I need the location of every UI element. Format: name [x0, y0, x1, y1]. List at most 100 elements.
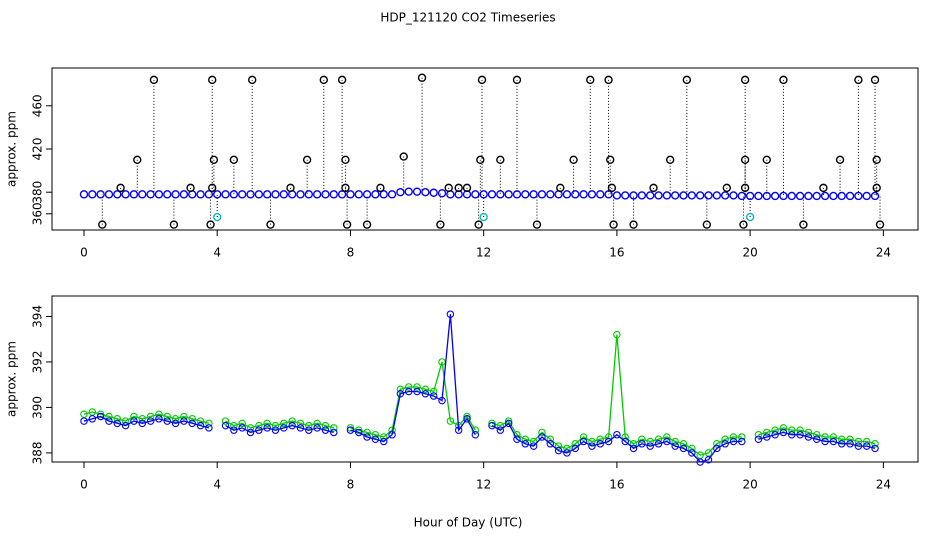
point	[247, 75, 257, 85]
point	[504, 419, 513, 428]
point	[862, 442, 871, 450]
y-axis-label: approx. ppm	[5, 341, 19, 417]
point	[562, 190, 572, 199]
point	[230, 421, 238, 430]
point	[821, 437, 829, 446]
point	[670, 191, 680, 200]
point	[820, 191, 830, 201]
point	[779, 424, 788, 432]
point	[654, 191, 663, 200]
point	[646, 191, 655, 200]
point	[629, 444, 638, 453]
point	[496, 190, 505, 199]
point	[296, 424, 305, 432]
point	[721, 435, 729, 444]
point	[104, 190, 114, 199]
point	[712, 191, 722, 200]
point	[163, 412, 171, 421]
x-tick-label: 8	[347, 478, 355, 492]
point	[629, 220, 638, 229]
point	[829, 433, 838, 441]
point	[396, 187, 405, 197]
point	[702, 220, 712, 229]
point	[330, 428, 338, 437]
point	[682, 75, 692, 85]
point	[188, 419, 196, 428]
point	[612, 191, 622, 200]
point	[529, 190, 538, 199]
point	[538, 428, 546, 437]
point	[105, 417, 113, 425]
point	[629, 440, 638, 448]
point	[835, 155, 845, 165]
point	[596, 435, 604, 444]
x-tick-label: 12	[476, 246, 491, 260]
point	[538, 433, 546, 441]
point	[296, 419, 305, 428]
point	[846, 440, 854, 448]
point	[288, 421, 296, 430]
point	[763, 428, 771, 437]
point	[396, 390, 405, 398]
point	[379, 433, 388, 441]
point	[221, 417, 230, 425]
point	[804, 428, 813, 437]
point	[596, 440, 604, 448]
point	[188, 415, 196, 423]
point	[837, 435, 846, 444]
point	[521, 440, 530, 448]
point	[871, 440, 879, 448]
point	[606, 155, 615, 165]
point	[487, 190, 497, 199]
point	[113, 415, 122, 423]
point	[556, 183, 565, 193]
point	[554, 446, 563, 455]
point	[121, 421, 130, 430]
point	[846, 435, 854, 444]
point	[571, 444, 580, 453]
point	[330, 424, 338, 432]
point	[88, 190, 97, 199]
point	[804, 433, 813, 441]
point	[237, 190, 247, 199]
point	[180, 412, 188, 421]
point	[738, 433, 746, 441]
series-line	[350, 361, 476, 438]
point	[795, 191, 805, 201]
x-tick-label: 24	[876, 246, 891, 260]
point	[512, 75, 522, 85]
point	[745, 212, 755, 222]
point	[371, 435, 380, 444]
point	[146, 190, 155, 199]
point	[663, 437, 671, 446]
point	[721, 440, 729, 448]
point	[604, 437, 613, 446]
point	[521, 190, 530, 199]
point	[875, 220, 885, 229]
point	[305, 426, 313, 434]
point	[579, 437, 588, 446]
point	[341, 155, 350, 165]
point	[116, 183, 125, 193]
point	[169, 220, 179, 229]
point	[286, 183, 295, 193]
point	[621, 437, 629, 446]
point	[154, 190, 164, 199]
y-tick-label: 390	[31, 396, 45, 419]
point	[479, 212, 488, 222]
point	[436, 220, 445, 229]
point	[229, 155, 239, 165]
point	[546, 190, 555, 199]
point	[96, 412, 105, 421]
point	[446, 310, 455, 318]
point	[662, 191, 672, 200]
point	[638, 435, 646, 444]
point	[444, 183, 453, 193]
point	[421, 385, 430, 393]
point	[205, 419, 213, 428]
point	[280, 419, 288, 428]
point	[388, 430, 396, 439]
point	[446, 417, 455, 425]
point	[280, 424, 288, 432]
